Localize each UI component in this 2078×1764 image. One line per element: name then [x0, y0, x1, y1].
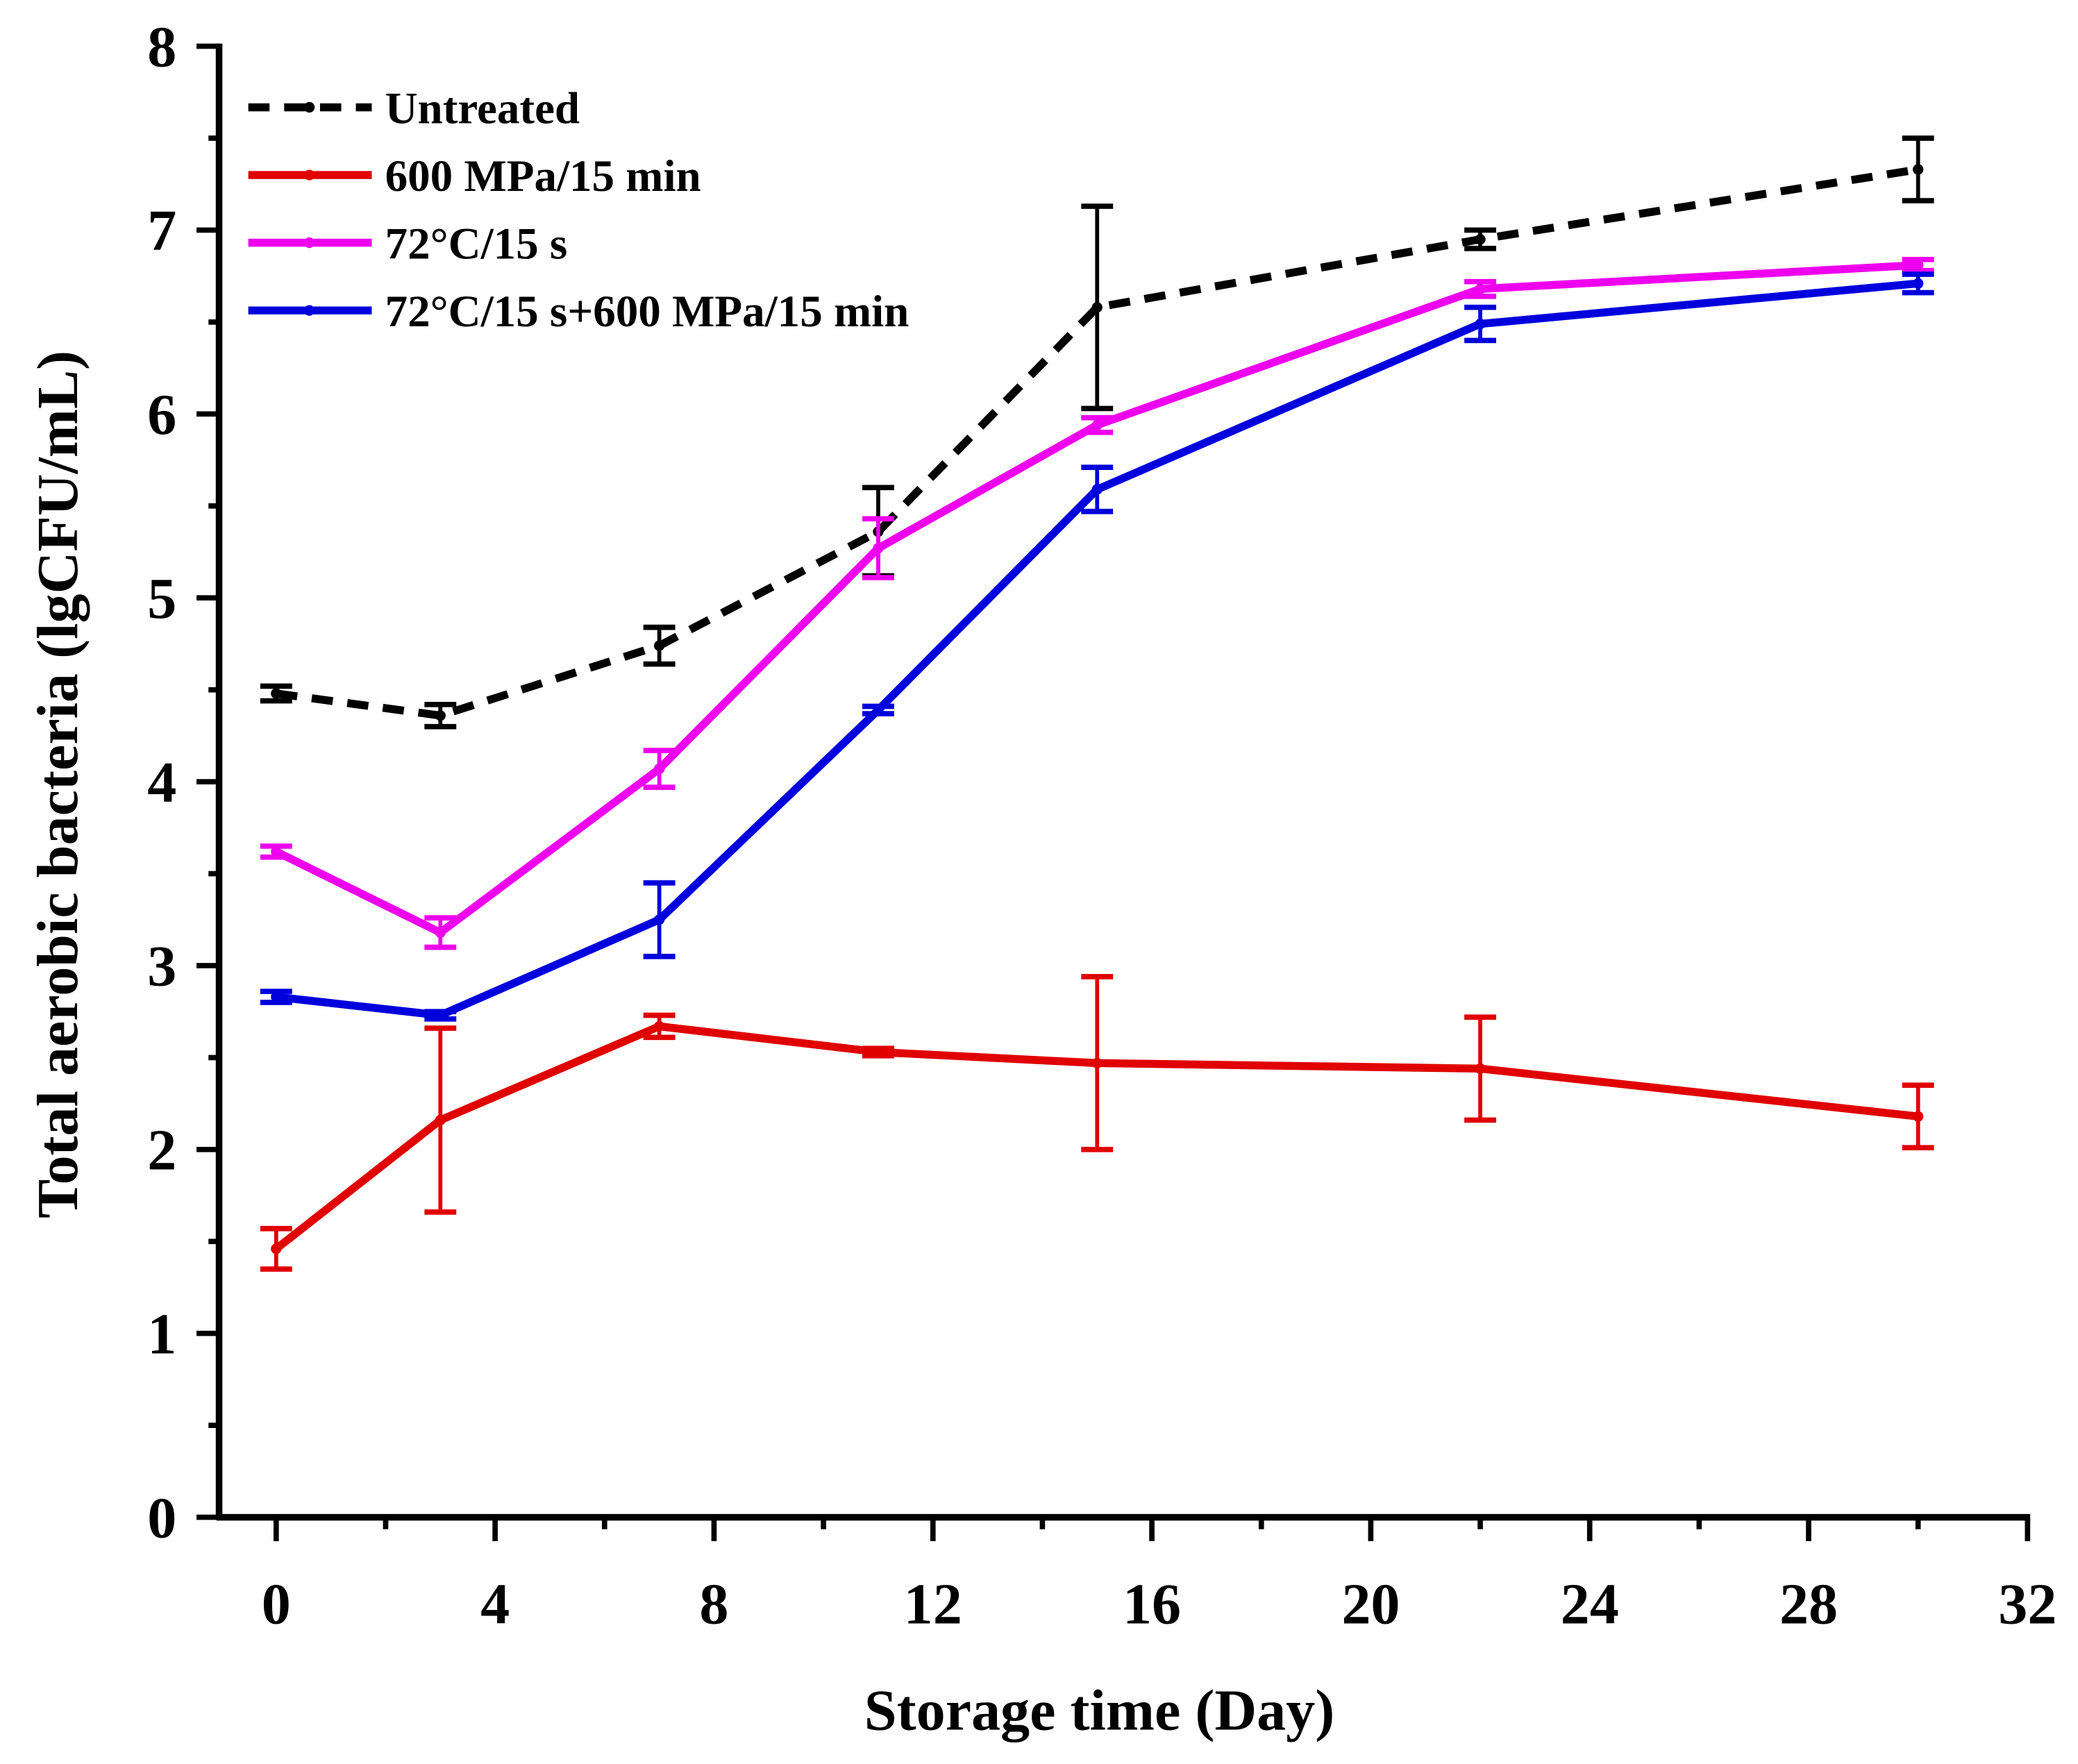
x-tick-label: 20	[1341, 1572, 1400, 1637]
x-tick-label: 0	[262, 1572, 291, 1637]
y-tick-label: 4	[147, 750, 176, 815]
legend-marker	[303, 305, 315, 316]
y-tick-label: 1	[147, 1302, 176, 1366]
data-point	[1475, 1063, 1486, 1074]
data-point	[271, 991, 282, 1002]
data-point	[435, 927, 446, 938]
x-tick-label: 32	[1998, 1572, 2056, 1637]
data-point	[271, 1243, 282, 1254]
data-point	[1475, 318, 1486, 330]
legend: Untreated 600 MPa/15 min 72°C/15 s 72°C/15 …	[248, 84, 910, 337]
y-tick-label: 6	[147, 383, 176, 447]
data-point	[435, 710, 446, 721]
y-tick-label: 3	[147, 934, 176, 999]
data-point	[1091, 302, 1103, 313]
x-tick-label: 24	[1561, 1572, 1619, 1637]
legend-label: 72°C/15 s	[385, 219, 568, 269]
y-axis-label: Total aerobic bacteria (lgCFU/mL)	[26, 351, 90, 1218]
series-0	[260, 135, 1934, 730]
legend-marker	[303, 101, 315, 113]
x-tick-label: 12	[904, 1572, 962, 1637]
series-1	[260, 974, 1934, 1272]
series-3	[260, 271, 1934, 1022]
data-point	[1913, 260, 1924, 271]
legend-marker	[303, 237, 315, 249]
data-point	[873, 705, 884, 716]
data-point	[271, 846, 282, 857]
x-tick-label: 8	[699, 1572, 728, 1637]
data-point	[1475, 234, 1486, 245]
x-tick-label: 28	[1779, 1572, 1838, 1637]
y-tick-label: 8	[147, 15, 176, 79]
legend-marker	[303, 169, 315, 180]
data-point	[1913, 1111, 1924, 1122]
x-axis-label: Storage time (Day)	[864, 1679, 1334, 1743]
series-2	[260, 257, 1934, 950]
data-point	[653, 1020, 665, 1032]
data-point	[435, 1009, 446, 1021]
data-point	[653, 640, 665, 651]
data-point	[435, 1114, 446, 1126]
data-point	[1475, 283, 1486, 294]
legend-label: Untreated	[385, 84, 580, 134]
legend-label: 600 MPa/15 min	[385, 151, 701, 201]
data-point	[271, 688, 282, 699]
data-point	[1091, 484, 1103, 495]
y-tick-label: 5	[147, 566, 176, 631]
series-group	[260, 135, 1934, 1272]
y-tick-label: 2	[147, 1118, 176, 1183]
x-tick-label: 4	[480, 1572, 510, 1637]
data-point	[653, 914, 665, 925]
y-tick-label: 0	[147, 1486, 176, 1550]
data-point	[1913, 164, 1924, 175]
legend-label: 72°C/15 s+600 MPa/15 min	[385, 287, 910, 337]
x-tick-label: 16	[1123, 1572, 1181, 1637]
data-point	[1091, 1057, 1103, 1069]
data-point	[873, 1046, 884, 1058]
data-point	[873, 543, 884, 554]
data-point	[1913, 278, 1924, 289]
data-point	[653, 763, 665, 775]
y-tick-label: 7	[147, 199, 176, 263]
data-point	[1091, 419, 1103, 430]
